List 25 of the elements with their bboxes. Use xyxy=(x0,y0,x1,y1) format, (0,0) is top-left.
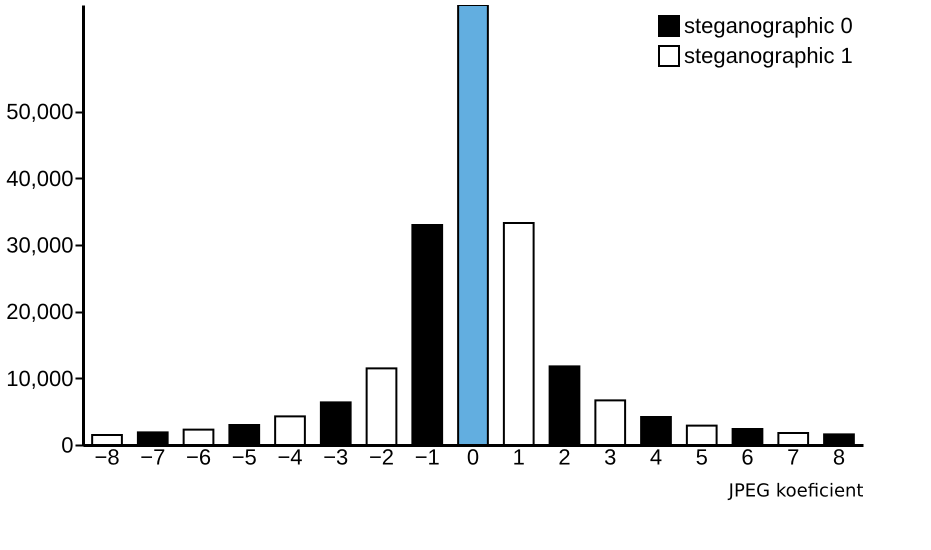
x-tick-label: −6 xyxy=(186,444,212,470)
x-tick-label: 2 xyxy=(558,444,571,470)
x-tick-label: −3 xyxy=(323,444,348,470)
x-tick-label: 0 xyxy=(466,444,480,470)
x-tick-label: 6 xyxy=(741,444,754,470)
y-tick-label: 50,000 xyxy=(6,99,74,124)
legend-label: steganographic 1 xyxy=(684,43,853,68)
legend-label: steganographic 0 xyxy=(684,13,853,38)
x-tick-label: 4 xyxy=(650,444,662,470)
x-tick-label: 3 xyxy=(604,444,616,470)
x-tick-label: 7 xyxy=(787,444,800,470)
x-tick-label: −4 xyxy=(277,444,303,470)
y-tick-label: 30,000 xyxy=(6,232,74,258)
y-tick-label: 40,000 xyxy=(6,166,74,191)
y-tick-label: 20,000 xyxy=(6,299,74,324)
x-tick-label: 5 xyxy=(696,444,708,470)
x-tick-label: 1 xyxy=(512,444,525,470)
x-tick-label: −8 xyxy=(94,444,120,470)
x-tick-label: −5 xyxy=(232,444,257,470)
y-tick-label: 10,000 xyxy=(6,366,74,391)
x-tick-label: −2 xyxy=(368,444,394,470)
x-tick-label: 8 xyxy=(832,444,846,470)
x-tick-label: −7 xyxy=(140,444,166,470)
x-tick-label: −1 xyxy=(414,444,440,470)
x-axis-title: JPEG koeficient xyxy=(728,480,864,502)
